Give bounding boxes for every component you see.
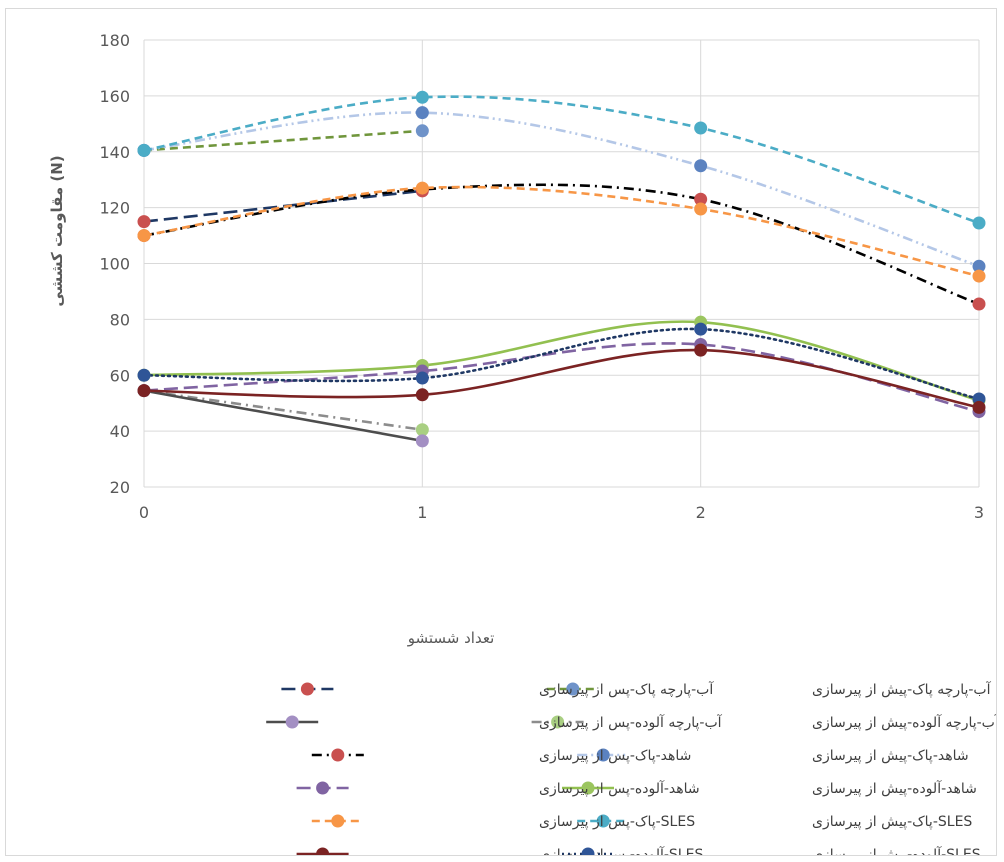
data-point xyxy=(694,322,708,336)
legend-entry: شاهد-پاک-پس از پیرسازی xyxy=(311,748,691,764)
data-point xyxy=(972,400,986,414)
x-axis-title: تعداد شستشو xyxy=(407,629,495,647)
series-line-6 xyxy=(143,183,980,306)
legend-marker xyxy=(596,814,610,828)
legend-marker xyxy=(331,748,345,762)
y-tick-label: 160 xyxy=(99,87,130,106)
data-point xyxy=(972,216,986,230)
legend-entry: شاهد-آلوده-پیش از پیرسازی xyxy=(562,780,977,797)
legend-entry: آب-پارچه پاک-پیش از پیرسازی xyxy=(546,681,992,698)
data-point xyxy=(137,143,151,157)
y-tick-label: 60 xyxy=(110,366,130,385)
data-point xyxy=(415,106,429,120)
data-point xyxy=(694,202,708,216)
legend-label: آب-پارچه آلوده-پیش از پیرسازی xyxy=(812,714,996,731)
x-tick-label: 3 xyxy=(974,503,984,522)
legend-entry: شاهد-پاک-پیش از پیرسازی xyxy=(577,748,969,764)
legend-label: آب-پارچه آلوده-پس از پیرسازی xyxy=(539,714,723,731)
y-tick-label: 80 xyxy=(110,310,130,329)
legend-entry: SLES-آلوده-پس از پیرسازی xyxy=(296,846,703,855)
legend-marker xyxy=(581,847,595,855)
x-tick-label: 1 xyxy=(417,503,427,522)
series-line-2 xyxy=(143,189,423,223)
legend-entry: آب-پارچه پاک-پس از پیرسازی xyxy=(281,681,714,698)
legend-label: آب-پارچه پاک-پس از پیرسازی xyxy=(539,681,714,698)
series-line-8 xyxy=(143,342,980,413)
legend-entry: SLES-پاک-پس از پیرسازی xyxy=(311,814,695,830)
series-line-11 xyxy=(142,327,981,401)
data-point xyxy=(694,192,708,206)
legend-label: شاهد-آلوده-پیش از پیرسازی xyxy=(812,780,977,797)
legend-label: آب-پارچه پاک-پیش از پیرسازی xyxy=(812,681,992,698)
data-point xyxy=(694,159,708,173)
data-point xyxy=(137,384,151,398)
x-tick-label: 2 xyxy=(696,503,706,522)
series-line-5 xyxy=(143,111,980,268)
legend-marker xyxy=(300,682,314,696)
y-axis-title: مقاومت کششی (N) xyxy=(48,155,66,306)
y-tick-label: 20 xyxy=(110,478,130,497)
legend-marker xyxy=(285,715,299,729)
data-point xyxy=(972,297,986,311)
legend-label: SLES-آلوده-پیش از پیرسازی xyxy=(812,846,981,855)
data-point xyxy=(415,124,429,138)
data-point xyxy=(415,181,429,195)
series-lines xyxy=(142,95,981,443)
data-point xyxy=(694,121,708,135)
data-point xyxy=(415,371,429,385)
series-line-4 xyxy=(143,389,423,443)
legend-entry: شاهد-آلوده-پس از پیرسازی xyxy=(296,780,700,797)
legend-entry: آب-پارچه آلوده-پس از پیرسازی xyxy=(266,714,723,731)
x-axis-ticks: 0 1 2 3 xyxy=(139,503,984,522)
y-axis-ticks: 20 40 60 80 100 120 140 160 180 xyxy=(99,31,130,497)
legend-marker xyxy=(566,682,580,696)
legend-label: SLES-پاک-پیش از پیرسازی xyxy=(812,814,972,830)
legend-marker xyxy=(551,715,565,729)
data-point xyxy=(415,388,429,402)
data-point xyxy=(972,269,986,283)
legend-marker xyxy=(581,781,595,795)
data-point xyxy=(137,229,151,243)
data-point xyxy=(415,90,429,104)
legend: آب-پارچه پاک-پیش از پیرسازی آب-پارچه پاک-… xyxy=(266,681,996,855)
legend-entry: SLES-آلوده-پیش از پیرسازی xyxy=(562,846,981,855)
series-markers xyxy=(137,90,986,448)
y-tick-label: 140 xyxy=(99,143,130,162)
data-point xyxy=(415,423,429,437)
data-point xyxy=(415,434,429,448)
data-point xyxy=(137,215,151,229)
legend-entry: آب-پارچه آلوده-پیش از پیرسازی xyxy=(531,714,996,731)
legend-entry: SLES-پاک-پیش از پیرسازی xyxy=(577,814,972,830)
line-chart: 20 40 60 80 100 120 140 160 180 0 1 2 3 تعداد شستشو… xyxy=(48,31,996,855)
series-line-10 xyxy=(143,185,980,278)
y-tick-label: 40 xyxy=(110,422,130,441)
legend-marker xyxy=(316,781,330,795)
legend-marker xyxy=(331,814,345,828)
legend-label: شاهد-آلوده-پس از پیرسازی xyxy=(539,780,700,797)
legend-label: شاهد-پاک-پس از پیرسازی xyxy=(539,748,691,764)
x-tick-label: 0 xyxy=(139,503,149,522)
y-tick-label: 180 xyxy=(99,31,130,50)
chart-frame: 20 40 60 80 100 120 140 160 180 0 1 2 3 تعداد شستشو… xyxy=(5,8,997,856)
y-tick-label: 100 xyxy=(99,255,130,274)
series-line-1 xyxy=(143,129,423,152)
legend-marker xyxy=(596,748,610,762)
data-point xyxy=(694,343,708,357)
legend-label: شاهد-پاک-پیش از پیرسازی xyxy=(812,748,969,764)
legend-label: SLES-آلوده-پس از پیرسازی xyxy=(539,846,703,855)
gridlines xyxy=(143,39,980,488)
data-point xyxy=(972,259,986,273)
y-tick-label: 120 xyxy=(99,199,130,218)
series-line-7 xyxy=(143,320,980,402)
data-point xyxy=(137,368,151,382)
legend-marker xyxy=(316,847,330,855)
legend-label: SLES-پاک-پس از پیرسازی xyxy=(539,814,695,830)
series-line-12 xyxy=(143,348,980,409)
series-line-9 xyxy=(143,95,980,225)
